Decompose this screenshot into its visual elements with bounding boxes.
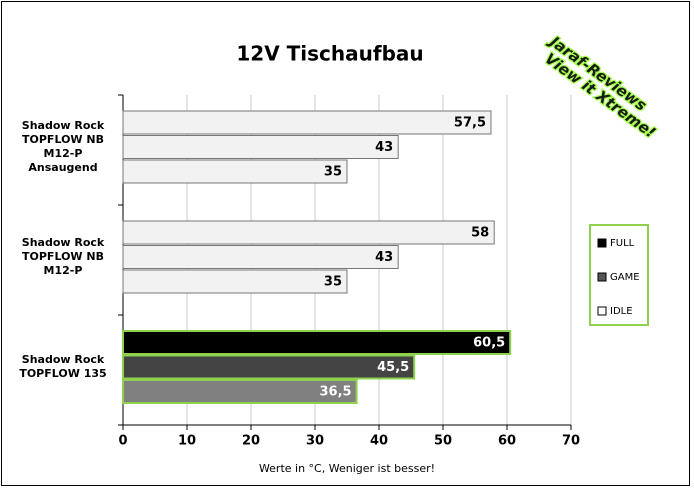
value-label: 36,5 [320,385,352,400]
value-label: 43 [375,140,393,155]
legend-swatch [597,306,607,316]
x-tick-label: 0 [118,434,127,449]
legend-swatch [597,238,607,248]
x-tick-label: 40 [370,434,388,449]
category-label: Shadow Rock TOPFLOW NB M12-P [21,236,105,277]
x-tick-label: 70 [562,434,580,449]
value-label: 35 [324,275,342,290]
bar [122,354,416,380]
value-label: 43 [375,250,393,265]
x-tick-label: 60 [498,434,516,449]
value-label: 35 [324,165,342,180]
category-label: Shadow Rock TOPFLOW 135 [19,353,107,380]
bar [122,245,399,269]
bar [122,330,512,355]
value-label: 57,5 [454,116,486,131]
value-label: 60,5 [473,336,505,351]
value-label: 58 [471,226,489,241]
legend-swatch [597,272,607,282]
x-tick-label: 50 [434,434,452,449]
chart-title: 12V Tischaufbau [236,42,423,66]
legend-label: IDLE [610,306,633,317]
category-label: Shadow Rock TOPFLOW NB M12-P Ansaugend [21,119,105,174]
x-tick-label: 20 [242,434,260,449]
legend-label: FULL [610,238,635,249]
x-axis-label: Werte in °C, Weniger ist besser! [259,462,435,475]
bar [122,220,495,245]
value-label: 45,5 [377,360,409,375]
bar [122,159,348,184]
bar [122,135,399,159]
x-tick-label: 10 [178,434,196,449]
x-tick-label: 30 [306,434,324,449]
bar [122,379,358,404]
legend-label: GAME [610,272,640,283]
bar [122,110,492,135]
bar [122,269,348,294]
